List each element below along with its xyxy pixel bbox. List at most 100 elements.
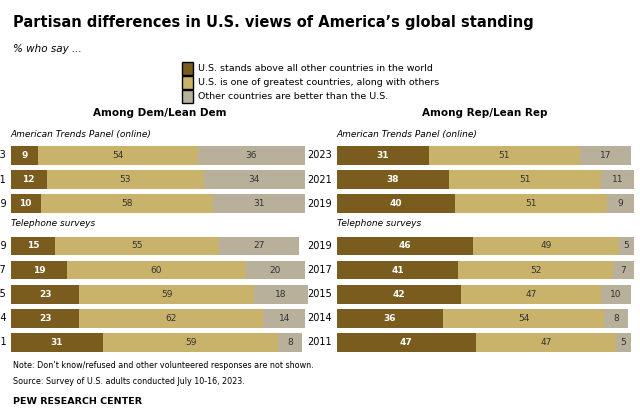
Bar <box>613 261 634 279</box>
Text: 38: 38 <box>387 175 399 184</box>
Bar <box>11 333 103 352</box>
Bar <box>11 146 38 165</box>
Text: 9: 9 <box>618 199 623 208</box>
Bar <box>219 237 299 255</box>
Bar <box>458 261 613 279</box>
Text: 31: 31 <box>253 199 265 208</box>
Text: PEW RESEARCH CENTER: PEW RESEARCH CENTER <box>13 397 141 406</box>
Text: 2015: 2015 <box>0 289 6 299</box>
Text: 31: 31 <box>376 151 389 160</box>
Text: 15: 15 <box>27 242 40 251</box>
Text: 55: 55 <box>131 242 143 251</box>
Text: 20: 20 <box>269 266 281 275</box>
Bar <box>67 261 246 279</box>
Bar <box>47 170 204 189</box>
Bar <box>444 309 604 328</box>
Text: Note: Don’t know/refused and other volunteered responses are not shown.: Note: Don’t know/refused and other volun… <box>13 361 314 370</box>
Text: 59: 59 <box>185 338 196 347</box>
Text: 23: 23 <box>39 314 51 323</box>
Text: 47: 47 <box>400 338 413 347</box>
FancyBboxPatch shape <box>182 76 193 89</box>
Bar <box>11 194 40 213</box>
Text: 34: 34 <box>249 175 260 184</box>
Text: 51: 51 <box>520 175 531 184</box>
Bar <box>607 194 634 213</box>
Bar <box>103 333 278 352</box>
Text: 42: 42 <box>392 290 405 299</box>
Bar <box>337 146 429 165</box>
Text: 51: 51 <box>499 151 510 160</box>
Bar <box>213 194 305 213</box>
Text: 2021: 2021 <box>307 175 332 184</box>
Text: 2019: 2019 <box>0 199 6 209</box>
Text: 47: 47 <box>540 338 552 347</box>
Text: 2019: 2019 <box>307 199 332 209</box>
Bar <box>337 285 461 304</box>
Text: Among Rep/Lean Rep: Among Rep/Lean Rep <box>422 108 548 118</box>
Text: U.S. is one of greatest countries, along with others: U.S. is one of greatest countries, along… <box>198 78 440 87</box>
Bar <box>11 285 79 304</box>
Text: 8: 8 <box>613 314 619 323</box>
Text: 60: 60 <box>150 266 162 275</box>
Bar <box>11 261 67 279</box>
Text: Telephone surveys: Telephone surveys <box>337 219 420 228</box>
Bar <box>204 170 305 189</box>
Bar <box>11 237 56 255</box>
Text: 58: 58 <box>121 199 132 208</box>
Bar <box>337 194 455 213</box>
Bar <box>601 285 630 304</box>
Text: 27: 27 <box>253 242 264 251</box>
Bar <box>11 170 47 189</box>
Text: 19: 19 <box>33 266 45 275</box>
Text: 40: 40 <box>390 199 402 208</box>
Bar <box>264 309 305 328</box>
Bar <box>429 146 580 165</box>
Text: 2019: 2019 <box>0 241 6 251</box>
Text: 54: 54 <box>112 151 124 160</box>
Text: 46: 46 <box>399 242 411 251</box>
Text: 7: 7 <box>620 266 626 275</box>
Text: 2014: 2014 <box>0 313 6 323</box>
Bar <box>56 237 219 255</box>
Text: 10: 10 <box>610 290 621 299</box>
Bar <box>337 237 473 255</box>
Text: 2011: 2011 <box>0 337 6 348</box>
Bar <box>11 309 79 328</box>
Bar <box>79 285 255 304</box>
Text: 2015: 2015 <box>307 289 332 299</box>
Text: Telephone surveys: Telephone surveys <box>11 219 95 228</box>
Text: 54: 54 <box>518 314 529 323</box>
Bar <box>198 146 305 165</box>
Bar <box>337 261 458 279</box>
Bar <box>473 237 619 255</box>
Bar <box>246 261 305 279</box>
Text: U.S. stands above all other countries in the world: U.S. stands above all other countries in… <box>198 64 433 73</box>
Text: 14: 14 <box>278 314 290 323</box>
Text: 8: 8 <box>287 338 293 347</box>
Bar <box>255 285 308 304</box>
Text: 5: 5 <box>623 242 629 251</box>
FancyBboxPatch shape <box>182 90 193 103</box>
Text: 41: 41 <box>391 266 404 275</box>
Bar <box>278 333 302 352</box>
Text: American Trends Panel (online): American Trends Panel (online) <box>11 130 152 139</box>
Bar <box>337 309 444 328</box>
Text: 47: 47 <box>525 290 537 299</box>
Text: 53: 53 <box>120 175 131 184</box>
Text: 2023: 2023 <box>0 151 6 160</box>
Bar <box>476 333 616 352</box>
Text: 2023: 2023 <box>307 151 332 160</box>
Bar <box>40 194 213 213</box>
Text: 52: 52 <box>530 266 541 275</box>
Text: 12: 12 <box>22 175 35 184</box>
Text: 2017: 2017 <box>0 265 6 275</box>
Text: 2011: 2011 <box>307 337 332 348</box>
Bar <box>337 333 476 352</box>
Text: 62: 62 <box>166 314 177 323</box>
Text: Among Dem/Lean Dem: Among Dem/Lean Dem <box>93 108 226 118</box>
Text: Partisan differences in U.S. views of America’s global standing: Partisan differences in U.S. views of Am… <box>13 15 533 30</box>
Text: 18: 18 <box>275 290 287 299</box>
Text: 31: 31 <box>51 338 63 347</box>
Bar <box>619 237 634 255</box>
Bar <box>455 194 607 213</box>
